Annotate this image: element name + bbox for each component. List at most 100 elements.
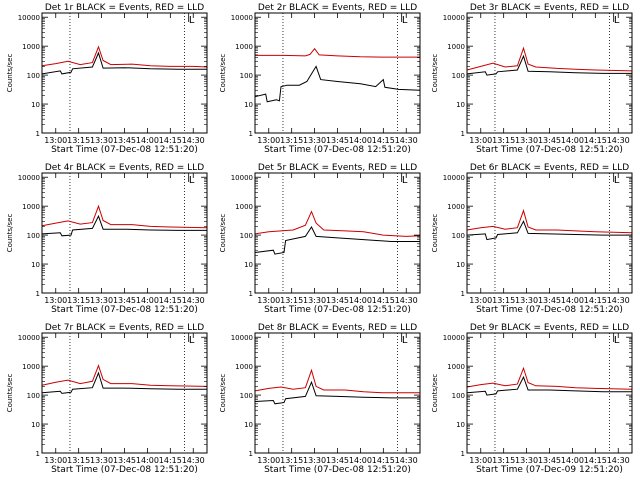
x-tick-label: 13:15 xyxy=(492,456,515,465)
x-tick-label: 13:30 xyxy=(90,456,113,465)
y-tick-label: 10000 xyxy=(443,334,465,342)
y-tick-label: 1 xyxy=(461,290,465,298)
x-tick-label: 14:30 xyxy=(395,456,418,465)
series-line xyxy=(254,225,420,255)
x-axis-label: Start Time (07-Dec-08 12:51:20) xyxy=(51,465,198,475)
x-tick-label: 14:00 xyxy=(561,136,584,145)
series-line xyxy=(255,47,420,58)
y-tick-label: 1 xyxy=(461,130,465,138)
x-tick-label: 13:30 xyxy=(515,296,538,305)
x-tick-label: 13:30 xyxy=(90,296,113,305)
marker-label: L xyxy=(402,175,408,186)
x-axis-label: Start Time (07-Dec-08 12:51:20) xyxy=(51,305,198,315)
y-tick-label: 1000 xyxy=(22,363,40,371)
y-tick-label: 10 xyxy=(244,261,253,269)
y-tick-label: 10 xyxy=(31,421,40,429)
x-tick-label: 13:00 xyxy=(44,136,67,145)
y-tick-label: 10000 xyxy=(231,174,253,182)
x-tick-label: 13:15 xyxy=(492,296,515,305)
x-tick-label: 14:15 xyxy=(159,456,182,465)
x-tick-label: 14:00 xyxy=(136,136,159,145)
y-tick-label: 10000 xyxy=(18,174,40,182)
y-tick-label: 10 xyxy=(456,421,465,429)
y-tick-label: 10 xyxy=(244,421,253,429)
panel-title: Det 1r BLACK = Events, RED = LLD xyxy=(45,3,204,13)
panel-title: Det 6r BLACK = Events, RED = LLD xyxy=(470,163,629,173)
series-line xyxy=(41,214,207,237)
x-tick-label: 13:45 xyxy=(326,136,349,145)
series-line xyxy=(254,210,421,237)
panel-title: Det 2r BLACK = Events, RED = LLD xyxy=(258,3,417,13)
x-tick-label: 14:30 xyxy=(182,136,205,145)
y-tick-label: 10000 xyxy=(18,14,40,22)
marker-label: L xyxy=(614,175,620,186)
y-tick-label: 10 xyxy=(31,101,40,109)
y-tick-label: 10 xyxy=(456,261,465,269)
plot-frame xyxy=(41,172,208,294)
series-line xyxy=(41,45,208,68)
y-tick-label: 10000 xyxy=(231,14,253,22)
plot-frame xyxy=(254,172,421,294)
y-tick-label: 10000 xyxy=(231,334,253,342)
series-line xyxy=(466,375,632,396)
y-tick-label: 100 xyxy=(240,232,253,240)
x-tick-label: 13:15 xyxy=(280,136,303,145)
y-tick-label: 1 xyxy=(461,450,465,458)
y-tick-label: 1 xyxy=(249,290,253,298)
plot-frame xyxy=(466,332,633,454)
y-axis-label: Counts/sec xyxy=(6,374,14,413)
y-tick-label: 1000 xyxy=(447,43,465,51)
series-line xyxy=(466,209,633,234)
x-tick-label: 13:45 xyxy=(538,296,561,305)
x-tick-label: 14:00 xyxy=(561,296,584,305)
series-line xyxy=(254,368,420,394)
panel-title: Det 3r BLACK = Events, RED = LLD xyxy=(470,3,629,13)
x-tick-label: 13:00 xyxy=(257,296,280,305)
x-tick-label: 13:45 xyxy=(326,296,349,305)
y-tick-label: 100 xyxy=(452,392,465,400)
x-tick-label: 13:30 xyxy=(303,136,326,145)
marker-label: L xyxy=(189,175,195,186)
x-tick-label: 14:30 xyxy=(607,136,630,145)
y-tick-label: 100 xyxy=(27,232,40,240)
x-tick-label: 13:30 xyxy=(90,136,113,145)
y-tick-label: 1 xyxy=(249,130,253,138)
y-axis-label: Counts/sec xyxy=(219,214,227,253)
x-tick-label: 13:15 xyxy=(492,136,515,145)
x-tick-label: 13:45 xyxy=(538,136,561,145)
y-axis-label: Counts/sec xyxy=(219,54,227,93)
x-tick-label: 14:00 xyxy=(349,136,372,145)
x-tick-label: 13:30 xyxy=(515,136,538,145)
y-axis-label: Counts/sec xyxy=(6,214,14,253)
y-tick-label: 100 xyxy=(452,72,465,80)
series-line xyxy=(254,65,421,103)
x-axis-label: Start Time (07-Dec-08 12:51:20) xyxy=(264,465,411,475)
x-tick-label: 14:15 xyxy=(584,296,607,305)
series-line xyxy=(41,364,208,387)
x-tick-label: 14:30 xyxy=(182,296,205,305)
x-tick-label: 13:00 xyxy=(469,136,492,145)
series-line xyxy=(466,54,632,76)
y-tick-label: 100 xyxy=(240,392,253,400)
x-tick-label: 13:00 xyxy=(469,296,492,305)
y-tick-label: 1000 xyxy=(22,203,40,211)
y-tick-label: 100 xyxy=(27,72,40,80)
series-line xyxy=(466,220,632,241)
x-tick-label: 13:00 xyxy=(469,456,492,465)
panel-title: Det 9r BLACK = Events, RED = LLD xyxy=(470,323,629,333)
x-axis-label: Start Time (07-Dec-08 12:51:20) xyxy=(476,145,623,155)
x-tick-label: 13:15 xyxy=(67,456,90,465)
plot-frame xyxy=(254,12,421,134)
x-tick-label: 14:15 xyxy=(159,136,182,145)
x-tick-label: 14:30 xyxy=(395,136,418,145)
x-tick-label: 14:30 xyxy=(395,296,418,305)
panel-title: Det 5r BLACK = Events, RED = LLD xyxy=(258,163,417,173)
x-tick-label: 14:30 xyxy=(607,296,630,305)
x-axis-label: Start Time (07-Dec-09 12:51:20) xyxy=(476,465,623,475)
x-tick-label: 14:00 xyxy=(349,296,372,305)
y-tick-label: 10000 xyxy=(443,174,465,182)
